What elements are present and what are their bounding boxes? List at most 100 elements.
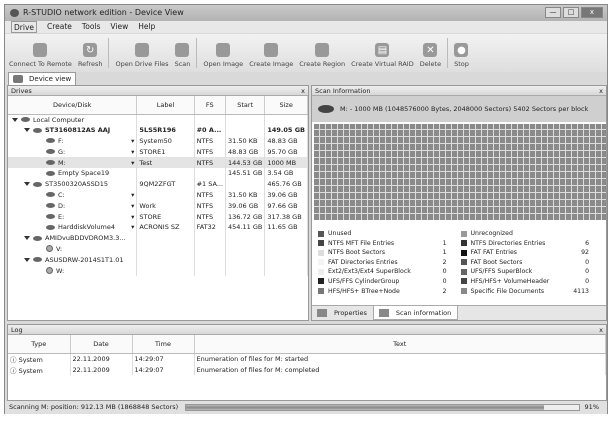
table-row[interactable]: AMIDvuBDDVDROM3.3... [8,232,308,244]
table-row[interactable]: Local Computer [8,114,308,125]
minimize-button[interactable]: — [545,7,561,18]
table-row[interactable]: M: ▾ Test NTFS 144.53 GB 1000 MB [8,157,308,168]
legend-label: Unrecognized [470,230,513,237]
start-cell [225,232,266,244]
type-cell: ⓘ System [8,364,71,375]
stop-button[interactable]: ● Stop [454,43,469,68]
tab-device-view[interactable]: Device view [8,72,76,85]
expand-toggle[interactable] [24,236,30,241]
legend-count: 0 [585,277,589,285]
dropdown-arrow-icon[interactable]: ▾ [131,212,135,221]
table-row[interactable]: V: [8,243,308,255]
table-row[interactable]: HarddiskVolume4 ▾ ACRONIS SZ FAT32 454.11 GB… [8,221,308,233]
disk-icon [318,105,334,113]
menu-drive[interactable]: Drive [11,21,37,33]
column-header[interactable]: Device/Disk [8,96,138,115]
table-row[interactable]: G: ▾ STORE1 NTFS 48.83 GB 95.70 GB [8,146,308,158]
legend-label: NTFS Boot Sectors [328,249,386,257]
toolbar-label: Create Image [249,60,294,68]
sector-map[interactable] [314,124,606,220]
create-image-button[interactable]: Create Image [249,43,293,68]
size-cell: 48.83 GB [264,135,308,147]
dropdown-arrow-icon[interactable]: ▾ [131,147,135,156]
start-cell [225,243,266,255]
dropdown-arrow-icon[interactable]: ▾ [131,136,135,145]
log-row[interactable]: ⓘ System 22.11.2009 14:29:07 Enumeration of… [8,353,606,364]
device-cell: D: ▾ [8,200,138,212]
menu-tools[interactable]: Tools [81,22,101,31]
column-header[interactable]: Label [136,96,195,115]
table-row[interactable]: W: [8,265,308,276]
dropdown-arrow-icon[interactable]: ▾ [131,201,135,210]
size-cell: 3.54 GB [264,167,308,179]
open-image-button[interactable]: Open Image [203,43,243,68]
device-cell: Empty Space19 [8,167,138,179]
disk-icon [46,192,55,198]
maximize-button[interactable]: □ [563,7,579,18]
legend-label: NTFS Directories Entries [470,239,546,247]
menu-create[interactable]: Create [47,22,72,31]
scan-legend: Unused Unrecognized NTFS MFT File Entries 1… [318,230,603,295]
table-row[interactable]: ASUSDRW-2014S1T1.01 [8,254,308,266]
scan-button[interactable]: Scan [175,43,190,68]
dropdown-arrow-icon[interactable]: ▾ [131,158,135,167]
column-header[interactable]: Type [8,335,71,354]
menu-help[interactable]: Help [138,22,156,31]
legend-item: Unrecognized [460,230,604,237]
table-row[interactable]: ST3500320ASSD15 9QM2ZFGT #1 SA... 465.76 GB [8,178,308,190]
legend-count: 0 [585,268,589,276]
expand-toggle[interactable] [12,117,18,122]
device-name: Empty Space19 [58,169,110,178]
column-header[interactable]: Size [264,96,308,115]
legend-label: NTFS MFT File Entries [328,239,395,247]
create-virtual-raid-button[interactable]: ▤ Create Virtual RAID [351,43,414,68]
connect-to-remote-button[interactable]: Connect To Remote [9,43,72,68]
column-header[interactable]: Start [225,96,266,115]
legend-label: UFS/FFS SuperBlock [470,268,533,276]
legend-count: 0 [442,277,447,285]
panel-title: Log [11,326,23,334]
legend-item: HFS/HFS+ VolumeHeader 0 [460,277,604,285]
tab-properties[interactable]: Properties [312,306,373,320]
table-row[interactable]: C: ▾ NTFS 31.50 KB 39.06 GB [8,189,308,201]
toolbar-label: Delete [419,60,442,68]
table-row[interactable]: F: ▾ System50 NTFS 31.50 KB 48.83 GB [8,135,308,147]
menu-view[interactable]: View [110,22,129,31]
column-header[interactable]: Date [70,335,133,354]
close-panel-button[interactable]: x [599,87,603,95]
legend-label: FAT Directories Entries [328,258,398,266]
column-header[interactable]: FS [194,96,227,115]
close-panel-button[interactable]: x [301,87,305,95]
expand-toggle[interactable] [24,128,30,133]
table-row[interactable]: E: ▾ STORE NTFS 136.72 GB 317.38 GB [8,211,308,222]
label-cell: Test [136,157,195,168]
dropdown-arrow-icon[interactable]: ▾ [131,190,135,199]
disk-icon [46,214,55,220]
type-cell: ⓘ System [8,353,71,364]
table-row[interactable]: ST3160812AS AAJ 5LS5R196 #0 A... 149.05 GB [8,124,308,136]
dropdown-arrow-icon[interactable]: ▾ [131,223,135,232]
toolbar-separator [447,38,449,68]
delete-button[interactable]: ✕ Delete [420,43,441,68]
time-cell: 14:29:07 [132,364,195,375]
app-icon [10,9,19,17]
refresh-button[interactable]: ↻ Refresh [78,43,102,68]
log-row[interactable]: ⓘ System 22.11.2009 14:29:07 Enumeration of… [8,364,606,375]
tab-scan-information[interactable]: Scan information [372,306,459,320]
table-row[interactable]: D: ▾ Work NTFS 39.06 GB 97.66 GB [8,200,308,212]
table-row[interactable]: Empty Space19 145.51 GB 3.54 GB [8,167,308,179]
legend-label: FAT Boot Sectors [470,258,523,266]
legend-item: HFS/HFS+ BTree+Node 2 [318,288,461,295]
column-header[interactable]: Text [194,335,606,354]
expand-toggle[interactable] [24,257,30,262]
close-button[interactable]: x [581,7,603,18]
close-panel-button[interactable]: x [599,326,603,334]
create-region-button[interactable]: Create Region [299,43,345,68]
legend-label: Ext2/Ext3/Ext4 SuperBlock [328,268,411,276]
open-drive-files-button[interactable]: Open Drive Files [115,43,169,68]
fs-cell: #1 SA... [194,178,227,190]
column-header[interactable]: Time [132,335,195,354]
fs-cell [194,114,227,125]
expand-toggle[interactable] [24,182,30,187]
label-cell [136,265,195,276]
